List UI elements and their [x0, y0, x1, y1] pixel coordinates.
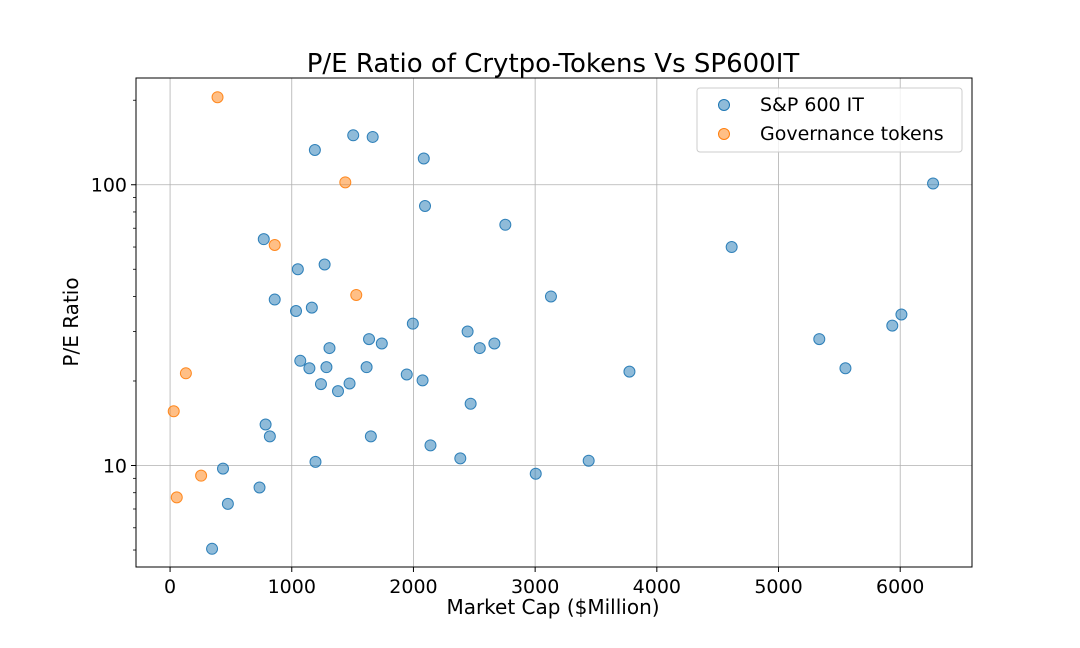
governance-token-point	[268, 239, 281, 252]
sp600it-point	[221, 497, 234, 510]
sp600it-point	[623, 365, 636, 378]
sp600it-point	[499, 218, 512, 231]
chart-title: P/E Ratio of Crytpo-Tokens Vs SP600IT	[307, 49, 800, 79]
governance-token-point	[167, 405, 180, 418]
sp600it-point	[318, 258, 331, 271]
sp600it-point	[343, 377, 356, 390]
legend-label-sp600it: S&P 600 IT	[760, 94, 864, 116]
sp600it-point	[206, 542, 219, 555]
sp600it-point	[332, 385, 345, 398]
y-axis-label: P/E Ratio	[59, 277, 83, 366]
sp600it-point	[544, 290, 557, 303]
x-tick-label: 2000	[389, 576, 437, 598]
sp600it-point	[217, 462, 230, 475]
sp600it-point	[263, 430, 276, 443]
sp600it-point	[253, 481, 266, 494]
sp600it-point	[303, 362, 316, 375]
sp600it-point	[290, 305, 303, 318]
sp600it-point	[291, 263, 304, 276]
sp600it-point	[406, 317, 419, 330]
governance-token-point	[350, 288, 363, 301]
sp600it-point	[364, 430, 377, 443]
governance-token-point	[170, 491, 183, 504]
sp600it-point	[347, 129, 360, 142]
legend: S&P 600 IT Governance tokens	[696, 87, 963, 153]
sp600it-point	[294, 354, 307, 367]
x-tick-label: 1000	[268, 576, 316, 598]
sp600it-point	[308, 143, 321, 156]
x-tick-label: 6000	[876, 576, 924, 598]
sp600it-point	[320, 361, 333, 374]
sp600it-point	[464, 397, 477, 410]
y-tick-label: 10	[103, 456, 127, 478]
sp600it-point	[323, 342, 336, 355]
sp600it-point	[309, 455, 322, 468]
sp600it-point	[725, 241, 738, 254]
sp600it-point	[488, 337, 501, 350]
governance-token-point	[179, 367, 192, 380]
sp600it-point	[454, 452, 467, 465]
sp600it-point	[363, 333, 376, 346]
sp600it-point	[360, 361, 373, 374]
sp600it-point	[927, 177, 940, 190]
sp600it-point	[424, 439, 437, 452]
x-tick-label: 5000	[754, 576, 802, 598]
sp600it-point	[416, 374, 429, 387]
legend-label-governance-tokens: Governance tokens	[760, 123, 944, 145]
sp600it-point	[400, 368, 413, 381]
sp600it-point	[461, 325, 474, 338]
x-tick-label: 3000	[511, 576, 559, 598]
sp600it-point	[259, 418, 272, 431]
sp600it-point	[813, 333, 826, 346]
x-axis-label: Market Cap ($Million)	[446, 595, 659, 619]
legend-marker-sp600it	[718, 99, 730, 111]
sp600it-point	[314, 378, 327, 391]
sp600it-point	[419, 200, 432, 213]
sp600it-point	[268, 293, 281, 306]
data-points	[167, 91, 940, 555]
sp600it-point	[257, 233, 270, 246]
legend-marker-governance-tokens	[718, 128, 730, 140]
sp600it-point	[305, 301, 318, 314]
legend-box	[696, 87, 963, 153]
governance-token-point	[339, 176, 352, 189]
sp600it-point	[582, 454, 595, 467]
plot-area-frame	[135, 77, 973, 568]
sp600it-point	[895, 308, 908, 321]
x-tick-label: 4000	[633, 576, 681, 598]
governance-token-point	[211, 91, 224, 104]
sp600it-point	[473, 342, 486, 355]
axis-ticks: 0 1000 2000 3000 4000 5000 6000 10 100	[91, 99, 924, 598]
sp600it-point	[529, 467, 542, 480]
sp600it-point	[366, 130, 379, 143]
y-tick-label: 100	[91, 175, 127, 197]
sp600it-point	[839, 362, 852, 375]
sp600it-point	[417, 152, 430, 165]
x-tick-label: 0	[164, 576, 176, 598]
sp600it-point	[375, 337, 388, 350]
governance-token-point	[195, 469, 208, 482]
sp600it-point	[886, 319, 899, 332]
